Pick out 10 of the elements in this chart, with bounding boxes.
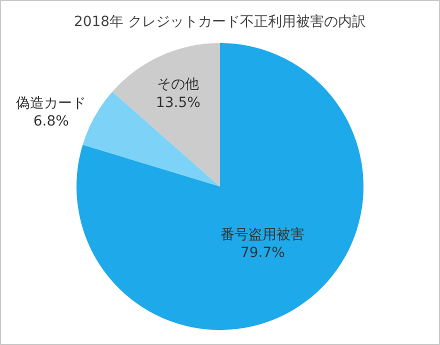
chart-title: 2018年 クレジットカード不正利用被害の内訳 [74, 14, 366, 30]
pie-slice [112, 43, 220, 186]
pie-slice [82, 92, 220, 186]
slice-label: 偽造カード [16, 95, 86, 112]
pie-slice [76, 43, 364, 330]
data-label: 79.7% [240, 245, 285, 262]
slice-label: 番号盗用被害 [220, 227, 305, 244]
data-label: 6.8% [33, 114, 69, 130]
slice-label: その他 [157, 76, 200, 93]
data-label: 13.5% [156, 94, 200, 111]
